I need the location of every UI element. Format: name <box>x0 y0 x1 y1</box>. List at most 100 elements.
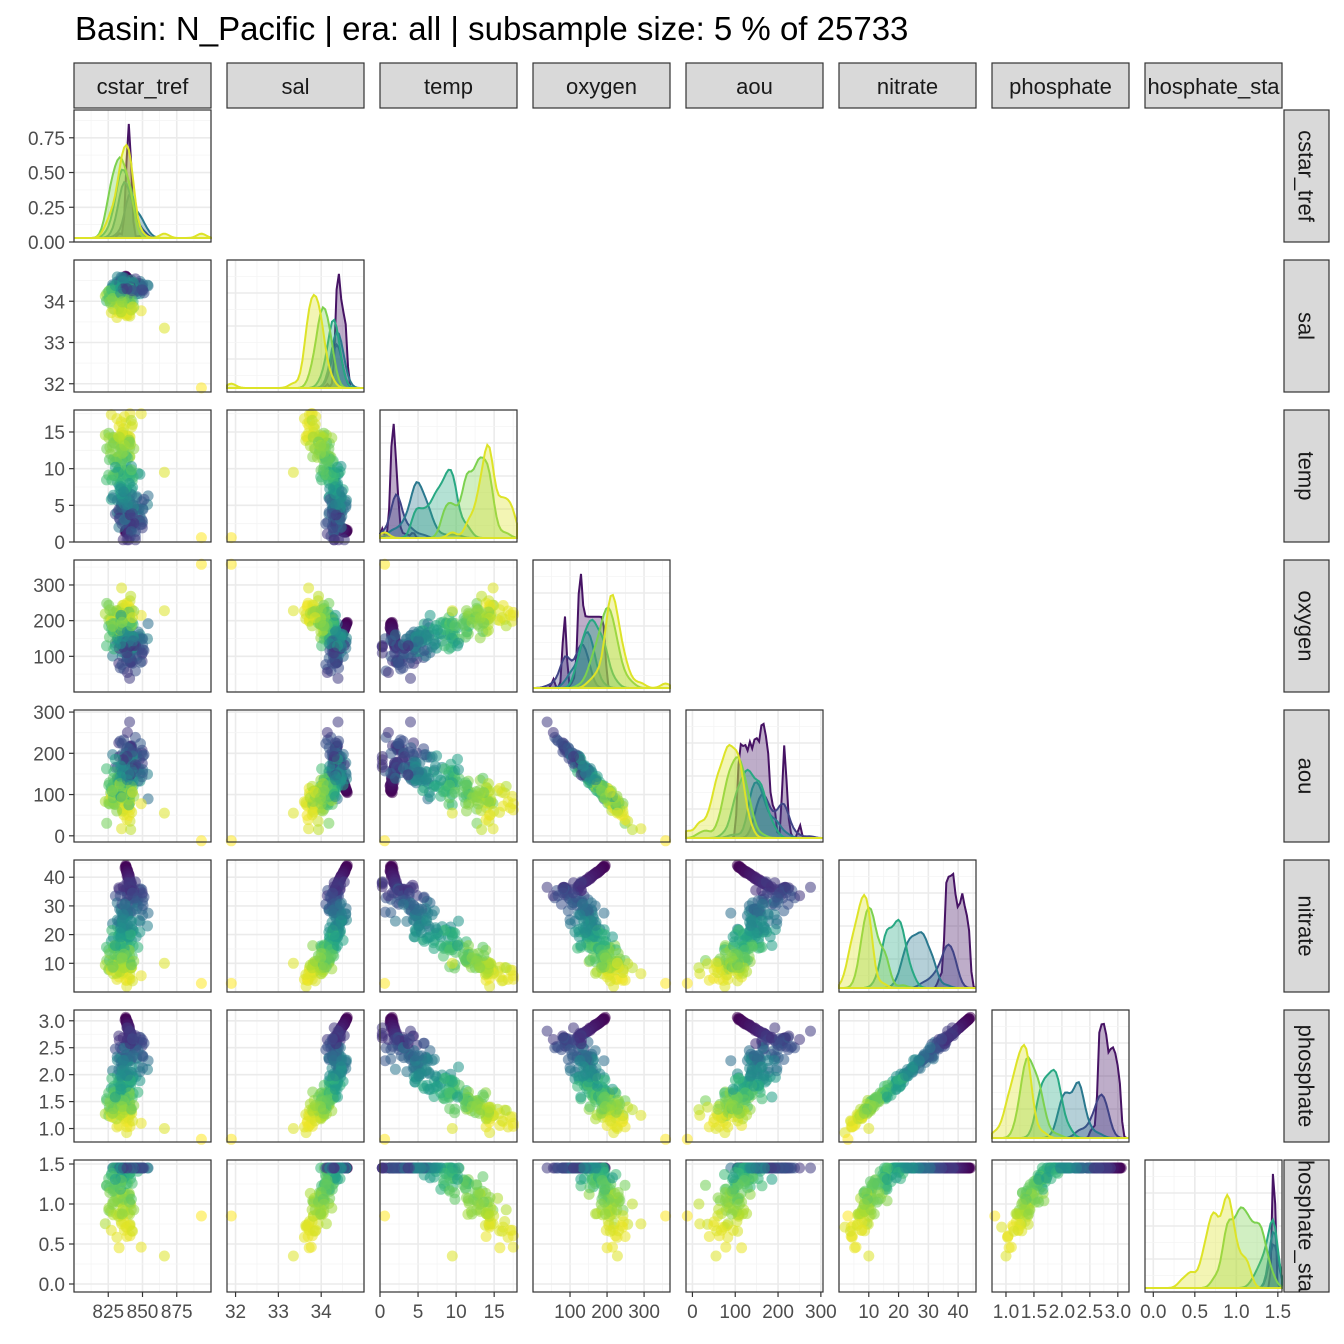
data-point <box>121 647 133 659</box>
matrix: cstar_tref sal temp oxygen aou nitrate phospha… <box>28 62 1330 1323</box>
data-point <box>125 526 137 538</box>
data-point <box>195 835 207 847</box>
data-point <box>101 763 112 775</box>
data-point <box>759 922 771 934</box>
data-point <box>109 461 121 473</box>
data-point <box>137 1062 149 1074</box>
data-point <box>115 1070 127 1082</box>
data-point <box>389 887 401 899</box>
data-point <box>158 605 170 617</box>
data-point <box>324 638 336 650</box>
density-sal <box>226 273 364 389</box>
data-point <box>466 952 478 964</box>
data-point <box>309 418 321 430</box>
data-point <box>429 760 441 772</box>
data-point <box>128 443 140 455</box>
data-point <box>428 781 440 793</box>
data-point <box>611 807 623 819</box>
data-point <box>101 817 113 829</box>
data-point <box>195 382 207 394</box>
data-point <box>125 464 137 476</box>
data-point <box>541 881 553 893</box>
data-point <box>125 590 137 602</box>
data-point <box>116 582 128 594</box>
data-point <box>752 905 764 916</box>
data-point <box>774 887 785 899</box>
data-point <box>496 612 508 624</box>
data-point <box>403 887 415 899</box>
data-point <box>315 447 327 459</box>
data-point <box>116 792 128 804</box>
data-point <box>626 824 638 836</box>
data-point <box>116 616 128 628</box>
data-point <box>136 647 148 659</box>
data-point <box>125 824 137 836</box>
data-point <box>376 647 388 659</box>
data-point <box>116 1101 128 1113</box>
data-point <box>105 409 117 421</box>
data-point <box>598 907 610 919</box>
density-cstar_tref <box>74 123 212 239</box>
data-point <box>324 760 336 772</box>
data-point <box>158 807 170 819</box>
data-point <box>121 727 133 738</box>
data-point <box>595 962 607 974</box>
data-point <box>116 952 128 964</box>
data-point <box>326 887 338 899</box>
panel-border <box>73 109 212 243</box>
data-point <box>116 447 128 459</box>
data-point <box>376 751 388 762</box>
data-point <box>584 954 596 966</box>
data-point <box>397 898 409 910</box>
data-point <box>328 534 340 546</box>
data-point <box>195 977 207 989</box>
data-point <box>577 760 589 772</box>
data-point <box>118 909 129 921</box>
data-point <box>127 301 138 313</box>
data-point <box>785 890 797 902</box>
panel-border <box>226 259 365 393</box>
data-point <box>452 940 463 951</box>
data-point <box>127 635 139 647</box>
data-point <box>121 283 133 295</box>
data-point <box>496 786 508 798</box>
data-point <box>115 922 127 934</box>
data-point <box>115 638 127 650</box>
data-point <box>318 962 330 974</box>
data-point <box>124 716 136 728</box>
data-point <box>382 667 394 678</box>
data-point <box>303 823 315 835</box>
data-point <box>750 884 762 896</box>
data-point <box>309 975 321 987</box>
data-point <box>745 919 757 931</box>
data-point <box>127 905 139 916</box>
data-point <box>115 760 127 772</box>
data-point <box>317 464 329 476</box>
chart-title: Basin: N_Pacific | era: all | subsample … <box>75 10 908 47</box>
data-point <box>324 922 336 934</box>
data-point <box>599 952 611 964</box>
data-point <box>195 532 207 544</box>
data-point <box>107 492 119 504</box>
data-point <box>418 891 430 903</box>
data-point <box>732 975 744 987</box>
data-point <box>466 792 478 804</box>
data-point <box>105 307 117 319</box>
data-point <box>476 590 488 602</box>
data-point <box>405 716 416 728</box>
data-point <box>126 657 138 669</box>
data-point <box>326 905 338 916</box>
data-point <box>158 466 170 478</box>
data-point <box>321 667 333 678</box>
data-point <box>452 753 463 765</box>
data-point <box>137 1051 149 1063</box>
data-point <box>504 802 516 814</box>
data-point <box>458 780 470 792</box>
data-point <box>403 657 415 669</box>
data-point <box>303 582 315 594</box>
data-point <box>326 508 338 520</box>
data-point <box>287 807 299 819</box>
data-point <box>379 977 391 989</box>
data-point <box>338 876 350 888</box>
data-point <box>114 432 126 443</box>
